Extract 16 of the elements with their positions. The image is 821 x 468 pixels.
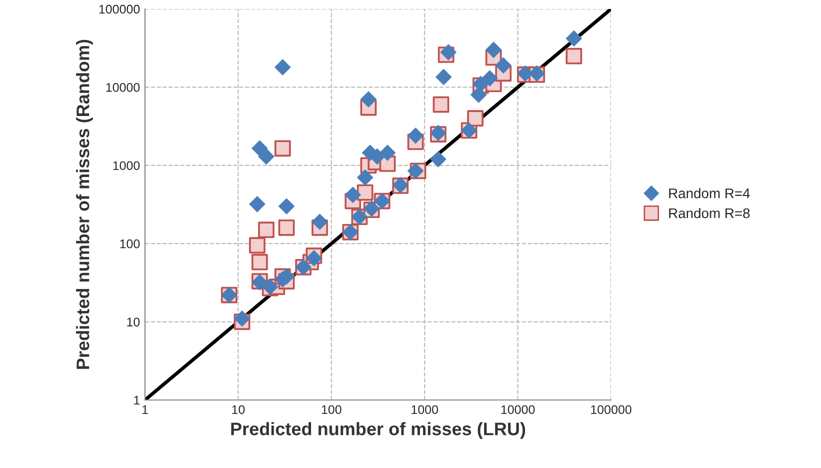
- y-axis-title: Predicted number of misses (Random): [76, 40, 93, 369]
- y-tick-label: 1000: [113, 161, 140, 170]
- legend-label: Random R=4: [669, 188, 750, 198]
- y-tick-label: 100000: [99, 4, 140, 14]
- x-tick-label: 100000: [591, 405, 632, 414]
- x-axis-title: Predicted number of misses (LRU): [231, 422, 526, 439]
- x-tick-label: 1000: [412, 405, 438, 414]
- x-tick-label: 1: [142, 405, 148, 414]
- x-tick-label: 10000: [501, 405, 535, 414]
- x-tick-label: 10: [232, 405, 245, 414]
- x-tick-label: 100: [322, 405, 342, 414]
- y-tick-label: 1: [134, 396, 140, 405]
- y-tick-label: 10000: [106, 83, 140, 92]
- legend-label: Random R=8: [669, 208, 750, 218]
- y-tick-label: 10: [127, 318, 140, 326]
- y-tick-label: 100: [120, 239, 140, 248]
